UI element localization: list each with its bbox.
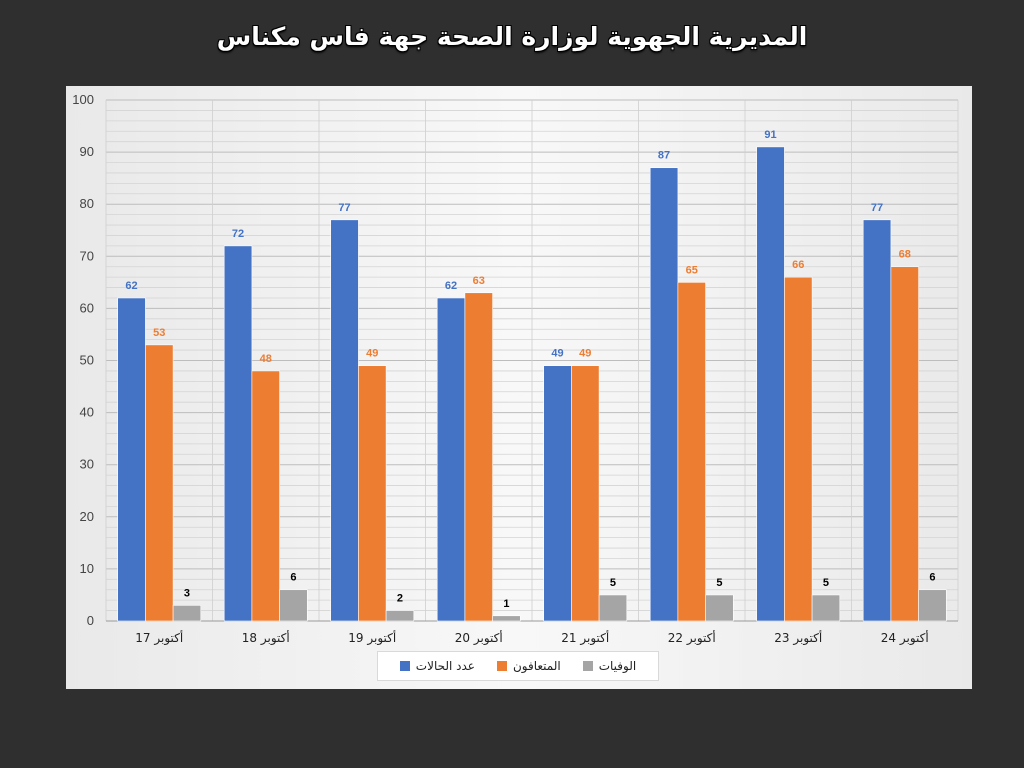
data-label-deaths: 1 bbox=[503, 598, 509, 610]
bar-deaths bbox=[279, 589, 308, 622]
bar-recovered bbox=[251, 370, 280, 622]
data-label-cases: 62 bbox=[445, 280, 457, 292]
data-label-cases: 91 bbox=[764, 129, 776, 141]
bar-recovered bbox=[677, 282, 706, 622]
bar-deaths bbox=[811, 594, 841, 622]
bar-deaths bbox=[598, 594, 628, 622]
data-label-cases: 72 bbox=[232, 228, 244, 240]
legend-label-recovered: المتعافون bbox=[512, 659, 561, 673]
bar-recovered bbox=[571, 365, 600, 622]
y-tick-label: 30 bbox=[80, 457, 94, 472]
legend-item-deaths: الوفيات bbox=[582, 659, 637, 673]
data-label-cases: 77 bbox=[338, 202, 350, 214]
data-label-recovered: 63 bbox=[473, 275, 485, 287]
data-label-deaths: 6 bbox=[929, 572, 935, 584]
bar-recovered bbox=[145, 344, 174, 622]
y-tick-label: 40 bbox=[80, 405, 94, 420]
data-label-recovered: 68 bbox=[899, 249, 911, 261]
y-tick-label: 10 bbox=[80, 561, 94, 576]
data-label-deaths: 2 bbox=[397, 593, 403, 605]
y-tick-label: 0 bbox=[87, 613, 94, 628]
bar-cases bbox=[330, 219, 359, 622]
x-category-label: 17 أكتوبر bbox=[135, 630, 183, 646]
bar-recovered bbox=[784, 276, 813, 622]
bar-cases bbox=[436, 297, 466, 622]
bar-deaths bbox=[705, 594, 734, 622]
bar-cases bbox=[543, 365, 572, 622]
legend-item-cases: عدد الحالات bbox=[399, 659, 475, 673]
y-tick-label: 50 bbox=[80, 353, 94, 368]
bar-deaths bbox=[385, 610, 415, 622]
data-label-deaths: 5 bbox=[716, 577, 722, 589]
bar-recovered bbox=[358, 365, 387, 622]
bar-recovered bbox=[890, 266, 919, 622]
data-label-recovered: 49 bbox=[366, 348, 378, 360]
data-label-cases: 77 bbox=[871, 202, 883, 214]
data-label-recovered: 48 bbox=[260, 353, 272, 365]
data-label-recovered: 53 bbox=[153, 327, 165, 339]
axes: 0 10 20 30 40 50 60 70 80 90 100 17 أكتوبر 18 أكتوبر… bbox=[72, 92, 958, 646]
data-label-deaths: 5 bbox=[823, 577, 829, 589]
data-label-cases: 62 bbox=[125, 280, 137, 292]
bar-cases bbox=[649, 167, 679, 622]
legend-swatch-deaths bbox=[582, 661, 593, 671]
y-tick-label: 20 bbox=[80, 509, 94, 524]
chart-panel: 0 10 20 30 40 50 60 70 80 90 100 17 أكتوبر 18 أكتوبر… bbox=[66, 86, 972, 689]
x-category-label: 22 أكتوبر bbox=[668, 630, 716, 646]
data-label-recovered: 65 bbox=[686, 264, 698, 276]
data-label-deaths: 5 bbox=[610, 577, 616, 589]
bar-recovered bbox=[464, 292, 493, 622]
legend-label-cases: عدد الحالات bbox=[415, 659, 475, 673]
bar-cases bbox=[756, 146, 785, 622]
legend-item-recovered: المتعافون bbox=[496, 659, 561, 673]
x-category-label: 18 أكتوبر bbox=[242, 630, 290, 646]
x-category-label: 19 أكتوبر bbox=[348, 630, 396, 646]
bar-deaths bbox=[492, 615, 521, 622]
data-label-deaths: 3 bbox=[184, 587, 190, 599]
bar-deaths bbox=[172, 605, 202, 622]
x-category-label: 24 أكتوبر bbox=[881, 630, 929, 646]
y-tick-label: 80 bbox=[80, 196, 94, 211]
x-category-label: 20 أكتوبر bbox=[455, 630, 503, 646]
legend-swatch-recovered bbox=[496, 661, 507, 671]
legend-label-deaths: الوفيات bbox=[598, 659, 637, 673]
data-label-recovered: 66 bbox=[792, 259, 804, 271]
slide-title: المديرية الجهوية لوزارة الصحة جهة فاس مك… bbox=[216, 22, 808, 51]
y-tick-label: 100 bbox=[72, 92, 94, 107]
y-tick-label: 70 bbox=[80, 248, 94, 263]
x-category-label: 21 أكتوبر bbox=[561, 630, 609, 646]
data-label-cases: 49 bbox=[551, 348, 563, 360]
bar-cases bbox=[862, 219, 892, 622]
data-label-cases: 87 bbox=[658, 150, 670, 162]
y-tick-label: 90 bbox=[80, 144, 94, 159]
bar-cases bbox=[223, 245, 253, 622]
chart-legend: عدد الحالات المتعافون الوفيات bbox=[377, 651, 659, 681]
bars bbox=[117, 146, 947, 622]
data-label-recovered: 49 bbox=[579, 348, 591, 360]
bar-deaths bbox=[918, 589, 947, 622]
x-category-label: 23 أكتوبر bbox=[774, 630, 822, 646]
bar-cases bbox=[117, 297, 146, 622]
data-label-deaths: 6 bbox=[290, 572, 296, 584]
y-tick-label: 60 bbox=[80, 300, 94, 315]
bar-chart: 0 10 20 30 40 50 60 70 80 90 100 17 أكتوبر 18 أكتوبر… bbox=[72, 92, 959, 646]
legend-swatch-cases bbox=[399, 661, 410, 671]
